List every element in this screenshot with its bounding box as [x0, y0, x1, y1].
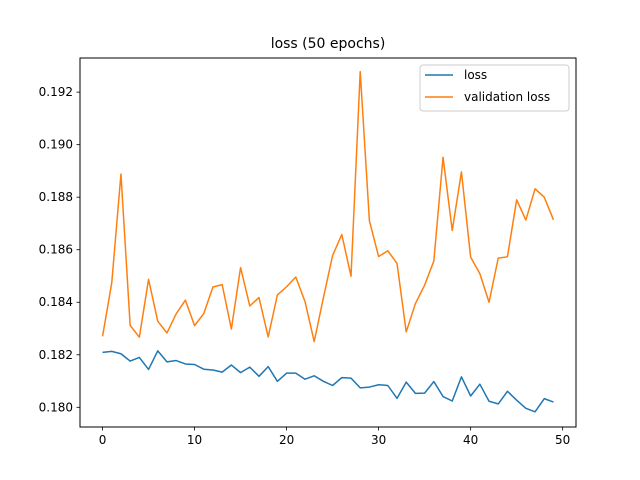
y-tick-label: 0.188	[39, 190, 73, 204]
series-line-loss	[102, 350, 554, 413]
series-group	[101, 70, 555, 413]
x-tick-label: 50	[555, 433, 570, 447]
y-tick-label: 0.184	[39, 295, 73, 309]
legend-box	[419, 64, 570, 112]
legend-label-validation-loss: validation loss	[464, 90, 550, 104]
y-tick-label: 0.190	[39, 138, 73, 152]
y-tick-label: 0.180	[39, 400, 73, 414]
x-tick-label: 10	[187, 433, 202, 447]
x-tick-label: 20	[279, 433, 294, 447]
x-tick-label: 30	[371, 433, 386, 447]
y-tick-label: 0.182	[39, 348, 73, 362]
x-axis: 0 10 20 30 40 50	[99, 427, 570, 447]
chart-title: loss (50 epochs)	[271, 36, 386, 52]
x-tick-label: 0	[99, 433, 107, 447]
y-axis: 0.180 0.182 0.184 0.186 0.188 0.190 0.192	[39, 85, 80, 414]
y-tick-label: 0.186	[39, 243, 73, 257]
series-line-validation-loss	[101, 70, 555, 343]
plot-frame	[79, 57, 577, 428]
x-tick-label: 40	[463, 433, 478, 447]
legend: loss validation loss	[419, 64, 570, 112]
legend-label-loss: loss	[464, 68, 487, 82]
y-tick-label: 0.192	[39, 85, 73, 99]
